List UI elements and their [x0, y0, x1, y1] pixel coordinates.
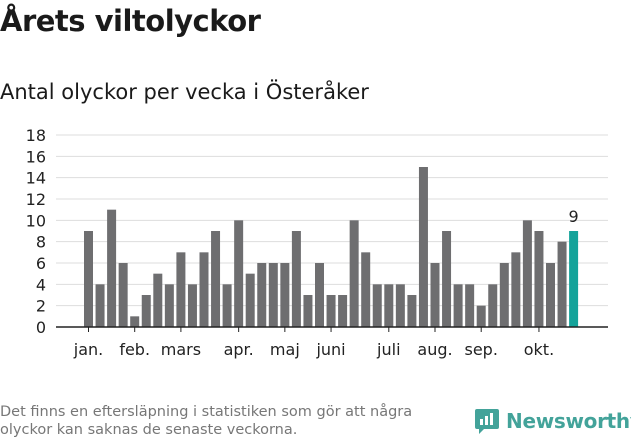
bar: [268, 263, 278, 327]
x-axis-month-labels: jan. feb. mars apr. maj juni juli aug. sep. okt.: [73, 327, 554, 359]
bar: [418, 167, 428, 327]
bar: [465, 284, 475, 327]
bar: [280, 263, 290, 327]
bar: [372, 284, 382, 327]
bar: [338, 295, 348, 327]
bar: [384, 284, 394, 327]
x-tick-label: jan.: [73, 340, 103, 359]
bar-chart: 0 2 4 6 8 10 12 14 16 18 9 jan. feb. mars apr. maj jun…: [26, 126, 608, 359]
x-tick-label: juni: [315, 340, 345, 359]
bar: [407, 295, 417, 327]
bar: [153, 273, 163, 327]
x-tick-label: okt.: [524, 340, 554, 359]
x-tick-label: sep.: [464, 340, 497, 359]
newsworthy-logo[interactable]: Newsworthy: [474, 407, 631, 435]
bar: [257, 263, 267, 327]
bar: [522, 220, 532, 327]
bar: [326, 295, 336, 327]
bar: [315, 263, 324, 327]
bar: [430, 263, 440, 327]
bar: [349, 220, 359, 327]
bar: [361, 252, 371, 327]
bar: [187, 284, 197, 327]
y-tick-label: 16: [26, 147, 46, 166]
y-tick-label: 10: [26, 211, 46, 230]
bar: [534, 231, 544, 327]
bar: [234, 220, 244, 327]
bar: [303, 295, 313, 327]
bar: [199, 252, 209, 327]
footnote: Det finns en eftersläpning i statistiken…: [0, 404, 413, 438]
bar: [95, 284, 105, 327]
y-tick-label: 6: [36, 254, 46, 273]
bar: [488, 284, 498, 327]
bar-highlighted: [569, 231, 579, 327]
bar: [176, 252, 186, 327]
bar-value-label: 9: [569, 207, 579, 226]
bar: [395, 284, 405, 327]
chart-subtitle: Antal olyckor per vecka i Österåker: [0, 80, 369, 104]
bar: [211, 231, 221, 327]
y-tick-label: 14: [26, 169, 46, 188]
x-tick-label: juli: [376, 340, 400, 359]
gridlines: [56, 134, 608, 307]
bar: [291, 231, 301, 327]
bar: [476, 305, 486, 327]
bar: [453, 284, 463, 327]
y-tick-label: 8: [36, 233, 46, 252]
bar: [222, 284, 232, 327]
bar: [141, 295, 151, 327]
bar: [130, 316, 140, 327]
bar: [511, 252, 521, 327]
newsworthy-logo-icon: [475, 409, 499, 434]
y-tick-label: 2: [36, 297, 46, 316]
x-tick-label: feb.: [119, 340, 150, 359]
bar: [442, 231, 452, 327]
bars: 9: [84, 167, 579, 327]
newsworthy-logo-text: Newsworthy: [506, 409, 631, 433]
x-tick-label: apr.: [224, 340, 254, 359]
y-tick-label: 0: [36, 318, 46, 337]
bar: [245, 273, 255, 327]
bar: [164, 284, 174, 327]
bar: [84, 231, 93, 327]
x-tick-label: maj: [270, 340, 300, 359]
bar: [557, 241, 567, 327]
y-tick-label: 18: [26, 126, 46, 145]
y-axis-ticks: 0 2 4 6 8 10 12 14 16 18: [26, 126, 46, 337]
x-tick-label: mars: [161, 340, 201, 359]
x-tick-label: aug.: [417, 340, 452, 359]
y-tick-label: 12: [26, 190, 46, 209]
bar: [107, 209, 117, 327]
y-tick-label: 4: [36, 275, 46, 294]
chart-title: Årets viltolyckor: [0, 4, 261, 38]
bar: [118, 263, 128, 327]
bar: [499, 263, 509, 327]
bar: [546, 263, 555, 327]
